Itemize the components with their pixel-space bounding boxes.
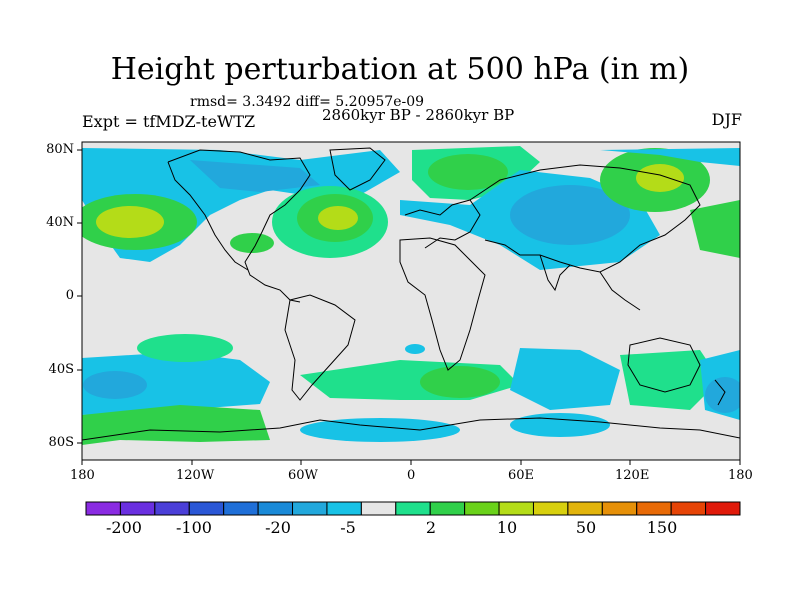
contour-cyan-small [405,344,425,354]
colorbar-swatch [188,501,225,516]
season-label: DJF [711,110,742,129]
contour-green-satl [420,366,500,398]
y-tick-label: 80N [46,142,74,157]
colorbar-swatch [85,501,121,516]
stats-label: rmsd= 3.3492 diff= 5.20957e-09 [190,94,425,110]
colorbar-label: -20 [265,518,291,537]
contour-green-eu [428,154,508,190]
colorbar-swatch [223,501,259,516]
colorbar [85,501,741,516]
x-tick-label: 120W [176,468,215,483]
colorbar-swatch [705,501,741,516]
contour-yellow-eas [636,164,684,192]
contour-green-gulf [230,233,274,253]
contour-green-so-west [82,405,270,445]
experiment-label: Expt = tfMDZ-teWTZ [82,112,256,131]
colorbar-swatch [670,501,707,516]
contour-cyan-arctic [600,148,740,166]
contour-yellow-atl [318,206,358,230]
x-tick-label: 0 [407,468,416,483]
y-tick-label: 40N [46,215,74,230]
contour-blue-spac [83,371,147,399]
contour-teal-aus [620,350,720,410]
colorbar-label: 10 [496,518,518,537]
colorbar-swatch [360,501,397,516]
contour-cyan-spac [82,352,270,415]
colorbar-swatch [257,501,294,516]
colorbar-swatch [464,501,500,516]
colorbar-swatch [154,501,190,516]
colorbar-swatch [636,501,672,516]
contour-cyan-so-east [510,413,610,437]
colorbar-label: -200 [106,518,142,537]
contour-teal-spac [137,334,233,362]
y-tick-label: 0 [65,288,74,303]
colorbar-label: 50 [575,518,597,537]
x-tick-label: 180 [70,468,95,483]
y-tick-label: 80S [48,435,74,450]
map-title: Height perturbation at 500 hPa (in m) [110,52,690,87]
x-tick-label: 60W [288,468,318,483]
colorbar-label: -100 [176,518,212,537]
colorbar-swatch [601,501,638,516]
colorbar-swatch [326,501,362,516]
contour-cyan-sio [510,348,620,410]
coastlines [82,147,740,441]
contour-blue-spac-east [705,377,740,413]
y-tick-marks [77,149,82,444]
colorbar-label: -5 [340,518,356,537]
contour-blue-canada [190,160,320,192]
colorbar-swatch [429,501,466,516]
contour-yellow-npac [96,206,164,238]
x-tick-label: 60E [508,468,535,483]
x-tick-marks [81,460,741,465]
contour-fields [82,146,740,445]
x-tick-label: 180 [728,468,753,483]
y-tick-label: 40S [48,362,74,377]
colorbar-label: 150 [646,518,678,537]
colorbar-swatch [395,501,431,516]
colorbar-swatch [532,501,569,516]
colorbar-swatch [567,501,603,516]
contour-green-npac-east [690,200,740,258]
contour-cyan-so [300,418,460,442]
period-label: 2860kyr BP - 2860kyr BP [322,106,515,124]
x-tick-label: 120E [615,468,650,483]
colorbar-swatch [498,501,534,516]
colorbar-swatch [292,501,328,516]
contour-blue-asia [510,185,630,245]
colorbar-label: 2 [425,518,437,537]
colorbar-swatch [119,501,156,516]
